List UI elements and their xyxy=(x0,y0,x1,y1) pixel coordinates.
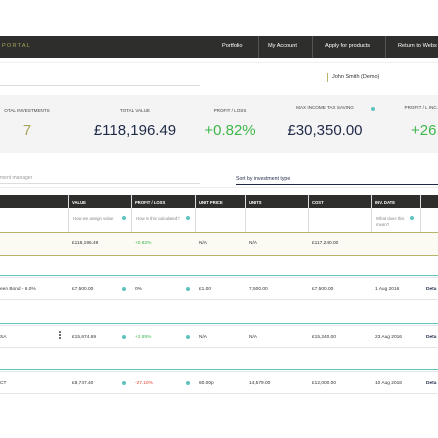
nav-link[interactable]: My Account xyxy=(268,43,297,49)
table-cell: 10 Aug 2016 xyxy=(375,381,402,386)
stat-label: MAX INCOME TAX SAVING xyxy=(296,105,354,110)
details-link[interactable]: Deta xyxy=(426,287,437,292)
table-cell: £7,500.00 xyxy=(312,287,334,292)
row-border xyxy=(0,393,438,394)
info-icon xyxy=(371,107,375,111)
column-header: VALUE xyxy=(72,200,86,205)
total-row xyxy=(0,232,438,256)
stat-value: +26.7 xyxy=(411,122,438,139)
table-cell: +2.85% xyxy=(135,335,152,340)
total-cell: N/A xyxy=(199,241,207,246)
total-cell: £117,240.00 xyxy=(312,241,339,246)
info-icon xyxy=(186,335,190,339)
table-cell: 23 Aug 2016 xyxy=(375,335,402,340)
column-separator xyxy=(371,195,372,232)
info-icon xyxy=(122,216,126,220)
stat-label: PROFIT / LOSS xyxy=(213,108,247,113)
stat-value: 7 xyxy=(22,122,32,139)
column-header: PROFIT / LOSS xyxy=(135,200,166,205)
table-cell: 7,500.00 xyxy=(249,287,268,292)
column-header: COST xyxy=(312,200,324,205)
table-cell: £7,500.00 xyxy=(72,287,94,292)
investment-name: een Bond - 6.0% xyxy=(0,287,36,292)
table-cell: 0% xyxy=(135,287,142,292)
stat-value: +0.82% xyxy=(204,122,256,139)
divider xyxy=(0,187,438,188)
row-border xyxy=(0,299,438,300)
sort-control[interactable]: Sort by investment type xyxy=(236,176,291,182)
info-icon xyxy=(186,287,190,291)
nav-separator xyxy=(258,36,259,58)
investment-name: CT xyxy=(0,381,7,386)
help-text[interactable]: How is this calculated? xyxy=(136,216,180,221)
nav-separator xyxy=(312,36,313,58)
info-icon xyxy=(122,381,126,385)
table-cell: 14,579.00 xyxy=(249,381,271,386)
row-border xyxy=(0,323,438,324)
info-icon xyxy=(410,216,414,220)
table-cell: £8,747.40 xyxy=(72,381,94,386)
info-icon xyxy=(186,381,190,385)
menu-dot xyxy=(59,334,61,336)
divider xyxy=(0,62,438,63)
table-cell: N/A xyxy=(199,335,207,340)
row-border xyxy=(0,325,438,326)
row-border xyxy=(0,347,438,348)
total-cell: +0.82% xyxy=(135,241,152,246)
table-cell: 60.00p xyxy=(199,381,214,386)
menu-dot xyxy=(59,337,61,339)
total-cell: £118,196.49 xyxy=(72,241,99,246)
nav-link[interactable]: Return to Webs xyxy=(398,43,437,49)
column-separator xyxy=(245,195,246,232)
stats-band xyxy=(0,95,438,153)
row-border xyxy=(0,369,438,370)
table-cell: £12,000.00 xyxy=(312,381,337,386)
table-cell: £15,240.00 xyxy=(312,335,337,340)
table-cell: -27.10% xyxy=(135,381,153,386)
filter-manager: ment manager xyxy=(0,175,33,181)
table-cell: 1 Aug 2016 xyxy=(375,287,400,292)
column-separator xyxy=(68,195,69,232)
nav-separator xyxy=(385,36,386,58)
details-link[interactable]: Deta xyxy=(426,381,437,386)
column-separator xyxy=(195,195,196,232)
info-icon xyxy=(122,287,126,291)
filter-line xyxy=(0,183,200,184)
stat-label: PROFIT / L INC. TAX RE xyxy=(404,105,438,110)
total-cell: N/A xyxy=(249,241,257,246)
table-header xyxy=(0,195,438,208)
brand: PORTAL xyxy=(2,43,32,49)
help-text[interactable]: How we assign value xyxy=(73,216,114,221)
stat-label: TOTAL VALUE xyxy=(119,108,151,113)
search-line xyxy=(0,85,200,86)
row-border xyxy=(0,277,438,278)
nav-link[interactable]: Portfolio xyxy=(222,43,243,49)
investment-name: SA xyxy=(0,335,7,340)
table-cell: N/A xyxy=(249,335,257,340)
column-separator xyxy=(420,195,421,232)
sort-underline xyxy=(236,184,438,185)
help-text[interactable]: What does this mean? xyxy=(376,216,405,227)
column-separator xyxy=(131,195,132,232)
info-icon xyxy=(186,216,190,220)
info-icon xyxy=(122,335,126,339)
row-border xyxy=(0,275,438,276)
column-header: UNITS xyxy=(249,200,262,205)
stat-value: £30,350.00 xyxy=(287,122,363,139)
column-header: INV. DATE xyxy=(375,200,396,205)
nav-link[interactable]: Apply for products xyxy=(325,43,371,49)
details-link[interactable]: Deta xyxy=(426,335,437,340)
user-name: John Smith (Demo) xyxy=(332,74,380,80)
column-header: UNIT PRICE xyxy=(199,200,223,205)
row-border xyxy=(0,371,438,372)
stat-value: £118,196.49 xyxy=(93,122,177,139)
menu-dot xyxy=(59,331,61,333)
top-bar xyxy=(0,36,438,58)
table-cell: £15,674.69 xyxy=(72,335,97,340)
table-cell: £1.00 xyxy=(199,287,212,292)
stat-label: OTAL INVESTMENTS xyxy=(4,108,50,113)
column-separator xyxy=(308,195,309,232)
user-marker xyxy=(327,73,328,82)
